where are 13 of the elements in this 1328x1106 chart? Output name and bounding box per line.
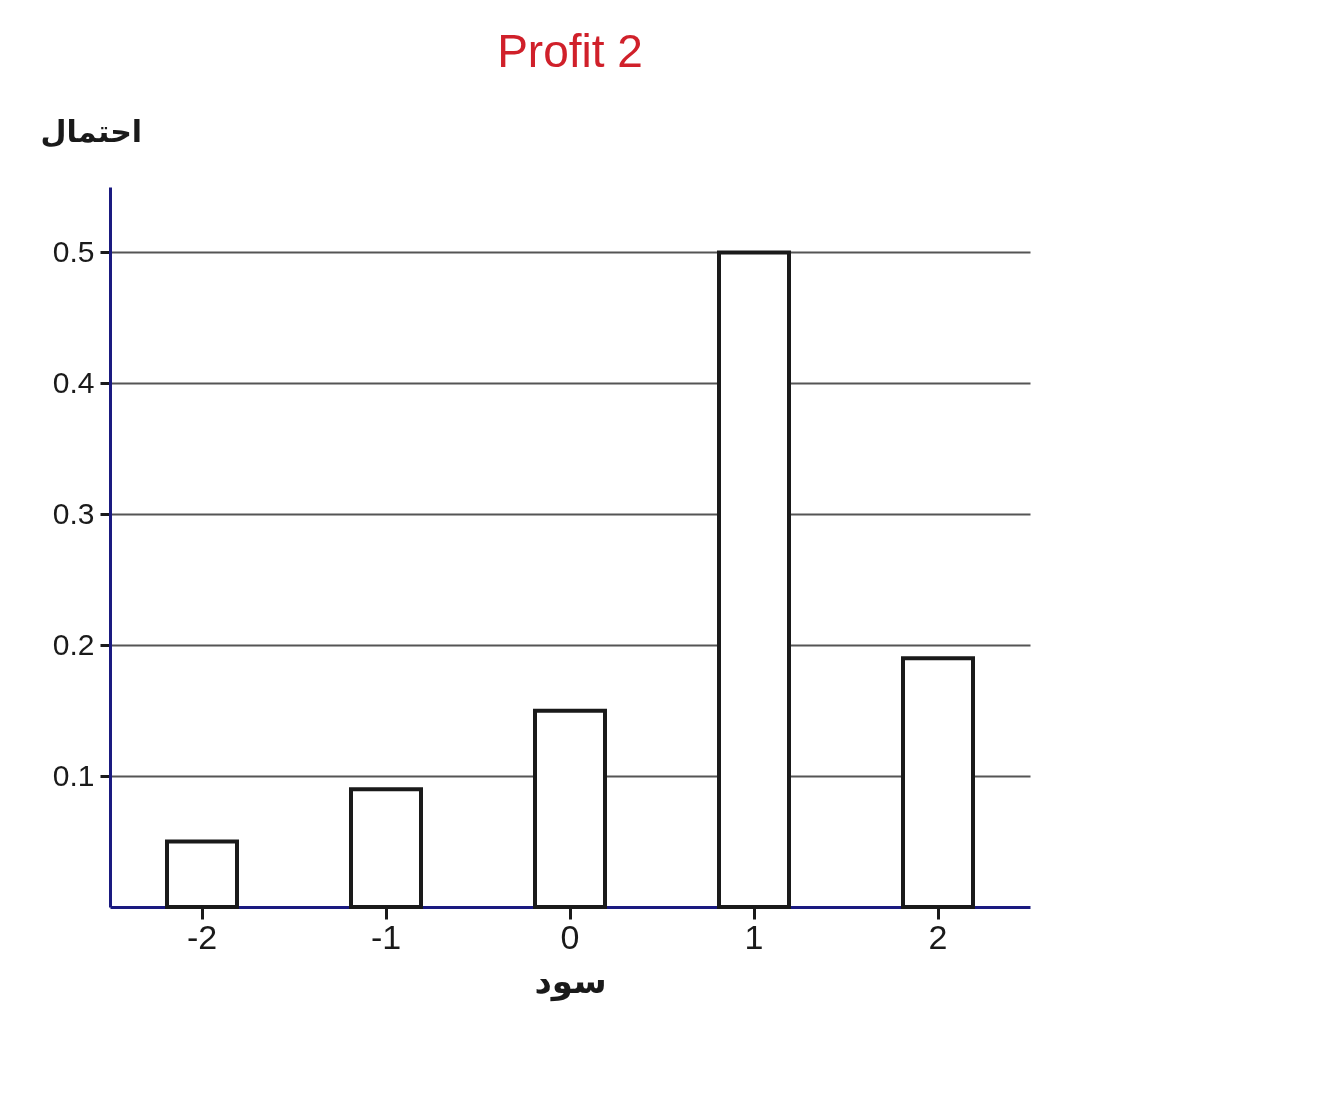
x-tick-label: 2 (928, 917, 948, 956)
y-tick-label: 0.1 (52, 758, 95, 792)
y-tick-label: 0.5 (52, 234, 95, 268)
y-tick-label: 0.4 (52, 365, 95, 399)
y-tick-label: 0.2 (52, 627, 95, 661)
x-tick-label: 0 (560, 917, 580, 956)
x-tick-label: -2 (186, 917, 218, 956)
y-axis-title: احتمال (40, 113, 143, 149)
x-axis-title: سود (534, 960, 607, 1002)
chart-title: Profit 2 (497, 25, 643, 77)
y-tick-label: 0.3 (52, 496, 95, 530)
x-tick-label: -1 (370, 917, 402, 956)
x-tick-label: 1 (744, 917, 764, 956)
